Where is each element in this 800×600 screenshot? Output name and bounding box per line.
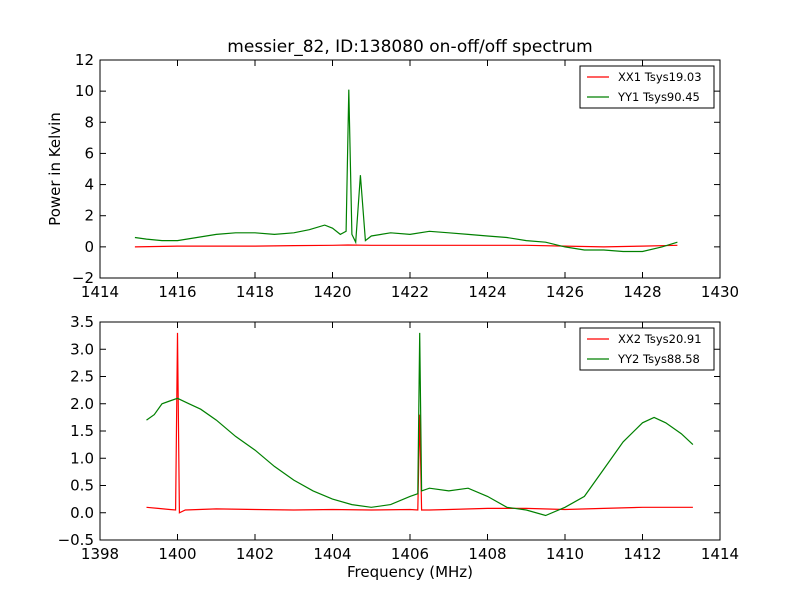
legend: XX1 Tsys19.03 YY1 Tsys90.45 [579, 65, 715, 109]
x-tick-label: 1398 [81, 545, 119, 563]
y-tick-label: 2 [84, 207, 94, 225]
y-tick-label: 10 [75, 82, 94, 100]
legend-label: YY1 Tsys90.45 [617, 90, 700, 104]
x-tick-label: 1418 [236, 283, 274, 301]
legend-label: XX2 Tsys20.91 [618, 332, 702, 346]
legend-box [579, 65, 715, 109]
y-tick-label: 3.5 [70, 313, 94, 331]
y-tick-label: 2.0 [70, 395, 94, 413]
legend-label: XX1 Tsys19.03 [618, 70, 702, 84]
legend-label: YY2 Tsys88.58 [617, 352, 700, 366]
x-tick-label: 1414 [81, 283, 119, 301]
y-tick-label: 8 [84, 113, 94, 131]
y-tick-label: 0.0 [70, 504, 94, 522]
y-tick-label: 4 [84, 176, 94, 194]
x-tick-label: 1402 [236, 545, 274, 563]
x-tick-label: 1430 [701, 283, 739, 301]
y-tick-label: −0.5 [58, 531, 94, 549]
bottom-plot: 1398 1400 1402 1404 1406 1408 1410 1412 1414 −0.5… [58, 313, 740, 581]
y-tick-label: 0.5 [70, 477, 94, 495]
y-tick-label: 3.0 [70, 340, 94, 358]
x-tick-label: 1410 [546, 545, 584, 563]
legend-box [579, 327, 715, 371]
x-tick-label: 1412 [623, 545, 661, 563]
x-tick-label: 1428 [623, 283, 661, 301]
y-tick-label: 12 [75, 51, 94, 69]
y-tick-label: 0 [84, 238, 94, 256]
x-tick-label: 1416 [158, 283, 196, 301]
x-tick-label: 1408 [468, 545, 506, 563]
y-tick-label: 1.5 [70, 422, 94, 440]
x-tick-label: 1426 [546, 283, 584, 301]
y-tick-label: 1.0 [70, 449, 94, 467]
x-tick-label: 1414 [701, 545, 739, 563]
top-plot: 1414 1416 1418 1420 1422 1424 1426 1428 1430 −2 0 2… [46, 51, 739, 301]
x-tick-label: 1400 [158, 545, 196, 563]
y-axis-label: Power in Kelvin [46, 112, 64, 226]
series-line-1 [134, 244, 678, 248]
y-tick-label: −2 [72, 269, 94, 287]
x-tick-label: 1406 [391, 545, 429, 563]
x-axis-label: Frequency (MHz) [347, 563, 473, 581]
x-tick-label: 1424 [468, 283, 506, 301]
x-tick-label: 1422 [391, 283, 429, 301]
series-line-2 [134, 89, 678, 253]
series-line-1 [146, 332, 693, 514]
chart-title: messier_82, ID:138080 on-off/off spectru… [227, 37, 592, 57]
series-line-2 [146, 332, 694, 517]
y-tick-label: 2.5 [70, 368, 94, 386]
y-tick-label: 6 [84, 144, 94, 162]
legend: XX2 Tsys20.91 YY2 Tsys88.58 [579, 327, 715, 371]
x-tick-label: 1420 [313, 283, 351, 301]
x-tick-label: 1404 [313, 545, 351, 563]
